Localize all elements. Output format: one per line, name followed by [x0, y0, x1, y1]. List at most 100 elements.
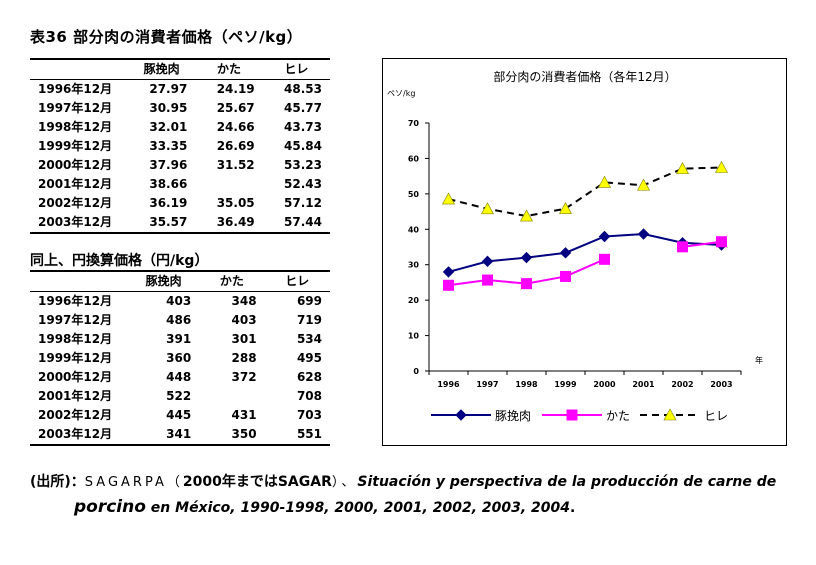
row-label: 1998年12月: [38, 120, 113, 134]
series-1-line: [448, 233, 722, 273]
table-cell: 38.66: [149, 177, 188, 191]
table-row: 2000年12月 37.96 31.52 53.23: [30, 156, 330, 175]
table-cell: [195, 175, 262, 194]
column-header: かた: [199, 270, 265, 292]
x-tick-label: 2003: [710, 380, 732, 389]
series-1-point: [637, 228, 650, 240]
table-cell: 703: [296, 408, 322, 422]
row-label: 1996年12月: [38, 82, 113, 96]
table-cell: 45.77: [284, 101, 322, 115]
x-axis-label: 年: [755, 355, 763, 365]
table-cell: 708: [296, 389, 322, 403]
table-cell: 391: [166, 332, 192, 346]
table-cell: 431: [231, 408, 257, 422]
table-row: 2002年12月 445 431 703: [30, 406, 330, 425]
table-cell: 24.66: [216, 120, 255, 134]
table-row: 1997年12月 30.95 25.67 45.77: [30, 99, 330, 118]
table-cell: 348: [231, 294, 257, 308]
series-3-point: [480, 202, 495, 215]
table-cell: 30.95: [149, 101, 188, 115]
table-row: 1996年12月 27.97 24.19 48.53: [30, 80, 330, 100]
series-1-point: [559, 247, 572, 259]
table-cell: 26.69: [216, 139, 255, 153]
series-2-point: [443, 279, 454, 291]
yen-price-table: 豚挽肉 かた ヒレ 1996年12月 403 348 699 1997年12月 486 403 7…: [30, 270, 330, 446]
table2-title: 同上、円換算価格（円/kg）: [30, 253, 209, 269]
source-org-note: 2000年まではSAGAR: [182, 474, 332, 490]
line-chart: 部分肉の消費者価格（各年12月） ペソ/kg 年 0 10 20 30 40 50 60 70 199…: [387, 69, 763, 423]
table-cell: 52.43: [284, 177, 322, 191]
series-3-point: [714, 160, 729, 173]
x-tick-label: 2001: [632, 380, 655, 389]
y-tick-label: 60: [408, 154, 420, 163]
table-cell: 360: [166, 351, 192, 365]
series-2-line: [682, 240, 722, 248]
table-cell: 301: [231, 332, 257, 346]
series-1-point: [481, 255, 494, 268]
table-row: 2002年12月 36.19 35.05 57.12: [30, 194, 330, 213]
table-cell: 24.19: [216, 82, 255, 96]
table-row: 1998年12月 391 301 534: [30, 330, 330, 349]
y-tick-label: 50: [408, 190, 420, 199]
table-cell: 628: [296, 370, 322, 384]
source-title-2: en México, 1990-1998, 2000, 2001, 2002, …: [145, 500, 571, 516]
table-cell: 45.84: [284, 139, 322, 153]
column-header: [30, 58, 128, 80]
source-note: (出所)：SAGARPA（2000年まではSAGAR）、Situación y …: [30, 470, 776, 521]
series-1-point: [442, 266, 455, 278]
table-row: 1998年12月 32.01 24.66 43.73: [30, 118, 330, 137]
y-tick-label: 10: [408, 332, 420, 341]
row-label: 2001年12月: [38, 389, 113, 403]
column-header: 豚挽肉: [128, 270, 200, 292]
source-title-1: Situación y perspectiva de la producción…: [357, 474, 777, 490]
table-cell: 534: [296, 332, 322, 346]
source-org-close: ）、: [331, 475, 358, 490]
source-end: .: [570, 500, 576, 516]
table-cell: 486: [166, 313, 192, 327]
row-label: 1997年12月: [38, 101, 113, 115]
table-cell: 350: [199, 425, 265, 446]
table-row: 2000年12月 448 372 628: [30, 368, 330, 387]
row-label: 2001年12月: [38, 177, 113, 191]
series-2-point: [716, 236, 727, 248]
x-tick-label: 2002: [671, 380, 693, 389]
legend-label-series-2: かた: [606, 409, 630, 423]
row-label: 2000年12月: [38, 158, 113, 172]
table-row: 1999年12月 33.35 26.69 45.84: [30, 137, 330, 156]
series-2-point: [560, 270, 571, 282]
column-header: [30, 270, 128, 292]
row-label: 2003年12月: [30, 425, 128, 446]
row-label: 2002年12月: [38, 408, 113, 422]
chart-container: 部分肉の消費者価格（各年12月） ペソ/kg 年 0 10 20 30 40 50 60 70 199…: [382, 58, 787, 446]
source-prefix: (出所)：: [30, 474, 85, 490]
x-tick-label: 1996: [437, 380, 460, 389]
table-cell: 57.12: [284, 196, 322, 210]
series-3-point: [597, 175, 612, 188]
table-row: 2003年12月 341 350 551: [30, 425, 330, 446]
table-cell: 35.57: [128, 213, 196, 234]
source-title-big: porcino: [74, 497, 146, 517]
y-tick-label: 0: [413, 367, 419, 376]
series-3-point: [441, 192, 456, 205]
table-cell: 37.96: [149, 158, 188, 172]
table-cell: 36.19: [149, 196, 188, 210]
series-3-point: [558, 201, 573, 214]
chart-title: 部分肉の消費者価格（各年12月）: [493, 69, 676, 84]
column-header: ヒレ: [264, 270, 330, 292]
table-cell: 53.23: [284, 158, 322, 172]
table-row: 1996年12月 403 348 699: [30, 292, 330, 312]
series-2-point: [482, 274, 493, 286]
table-cell: 403: [166, 294, 192, 308]
table-cell: 495: [296, 351, 322, 365]
row-label: 1999年12月: [38, 351, 113, 365]
x-tick-label: 2000: [593, 380, 616, 389]
table-cell: [199, 387, 264, 406]
table-row: 1999年12月 360 288 495: [30, 349, 330, 368]
x-tick-label: 1999: [554, 380, 577, 389]
table-cell: 43.73: [284, 120, 322, 134]
legend-marker-series-3: [663, 408, 677, 421]
y-axis-label: ペソ/kg: [387, 89, 415, 98]
x-tick-label: 1998: [515, 380, 538, 389]
y-tick-label: 70: [408, 119, 420, 128]
table-cell: 57.44: [262, 213, 330, 234]
